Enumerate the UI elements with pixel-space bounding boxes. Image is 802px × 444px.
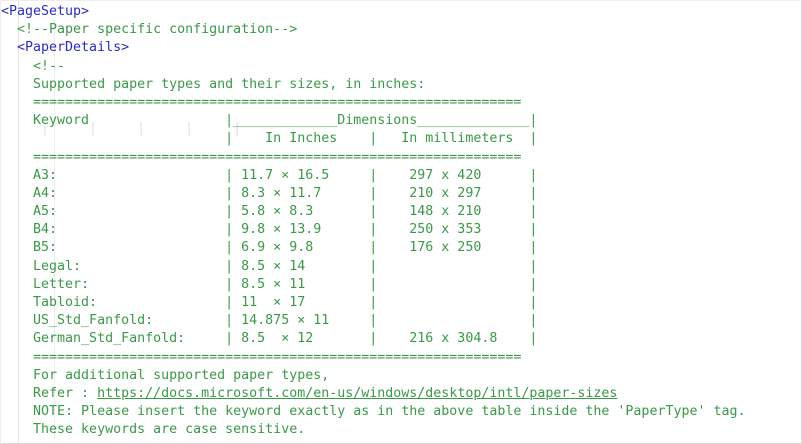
line-pagesetup-open-tag: <PageSetup> xyxy=(1,4,90,19)
table-row: Legal: | 8.5 × 14 | | xyxy=(1,258,538,274)
table-row: A3: | 11.7 × 16.5 | 297 x 420 | xyxy=(1,167,538,183)
table-row: US_Std_Fanfold: | 14.875 × 11 | | xyxy=(1,313,538,329)
table-row: B5: | 6.9 × 9.8 | 176 x 250 | xyxy=(1,240,538,256)
table-row: Tabloid: | 11 × 17 | | xyxy=(1,295,538,310)
refer-label: Refer : xyxy=(1,385,98,401)
line-footer-additional-types: For additional supported paper types, xyxy=(1,367,330,383)
indent-guide-level-2 xyxy=(54,19,55,439)
line-comment-close: --> xyxy=(1,440,801,444)
line-intro-text: Supported paper types and their sizes, i… xyxy=(1,76,426,92)
table-row: B4: | 9.8 × 13.9 | 250 x 353 | xyxy=(1,222,538,238)
line-separator-top: ========================================… xyxy=(1,94,522,110)
line-separator-bottom: ========================================… xyxy=(1,349,522,365)
line-separator-header: ========================================… xyxy=(1,149,522,165)
table-row: German_Std_Fanfold: | 8.5 × 12 | 216 x 3… xyxy=(1,331,538,347)
line-comment-open: <!-- xyxy=(1,58,66,74)
table-row: A5: | 5.8 × 8.3 | 148 x 210 | xyxy=(1,204,538,220)
indent-whitespace-markers: | | | | | xyxy=(1,121,242,136)
line-table-header-keyword: Keyword |_____________Dimensions________… xyxy=(1,113,538,129)
line-footer-note-2: These keywords are case sensitive. xyxy=(1,422,306,438)
line-footer-refer: Refer : https://docs.microsoft.com/en-us… xyxy=(1,385,801,403)
paper-sizes-doc-link[interactable]: https://docs.microsoft.com/en-us/windows… xyxy=(97,385,618,401)
line-comment-paper-specific: <!--Paper specific configuration--> xyxy=(1,22,298,38)
indent-guide-level-1 xyxy=(18,1,19,443)
table-row: Letter: | 8.5 × 11 | | xyxy=(1,276,538,292)
table-row: A4: | 8.3 × 11.7 | 210 x 297 | xyxy=(1,185,538,201)
line-paperdetails-open-tag: <PaperDetails> xyxy=(1,40,130,56)
line-footer-note: NOTE: Please insert the keyword exactly … xyxy=(1,404,746,420)
line-table-header-units: | In Inches | In millimeters | xyxy=(1,131,538,147)
